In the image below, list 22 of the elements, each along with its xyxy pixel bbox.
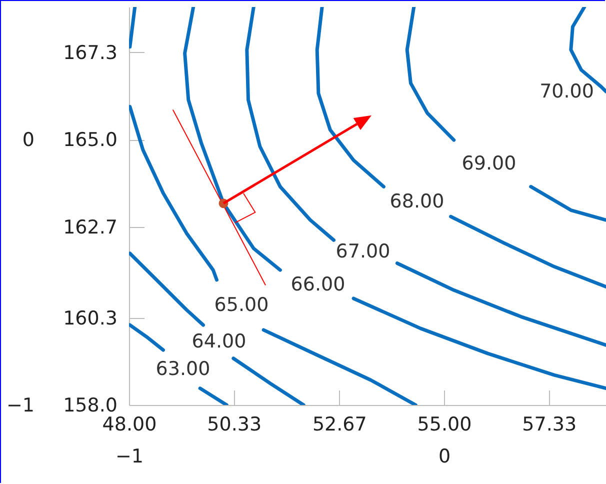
x-tick-label: 55.00 <box>417 414 472 436</box>
y2-tick-label: 0 <box>22 129 34 152</box>
series-label: 69.00 <box>462 152 516 174</box>
series-label: 66.00 <box>290 273 346 296</box>
x-tick-label: 57.33 <box>522 414 577 436</box>
y-tick-label: 160.3 <box>63 307 118 330</box>
x2-tick-label: 0 <box>438 446 451 468</box>
series-label: 63.00 <box>156 358 210 380</box>
y-tick-label: 165.0 <box>63 129 118 152</box>
y-tick-label: 167.3 <box>63 42 118 64</box>
y-tick-label: 158.0 <box>63 394 118 416</box>
x-tick-label: 52.67 <box>312 414 367 436</box>
series-label: 67.00 <box>336 240 390 263</box>
y2-tick-label: −1 <box>6 394 34 416</box>
series-label: 64.00 <box>192 330 246 353</box>
x-tick-label: 48.00 <box>102 414 157 436</box>
x-tick-label: 50.33 <box>207 414 262 436</box>
x2-tick-label: −1 <box>115 446 144 468</box>
series-label: 65.00 <box>214 294 269 316</box>
y-tick-label: 162.7 <box>63 216 118 238</box>
series-label: 70.00 <box>540 80 594 103</box>
series-label: 68.00 <box>390 190 444 213</box>
